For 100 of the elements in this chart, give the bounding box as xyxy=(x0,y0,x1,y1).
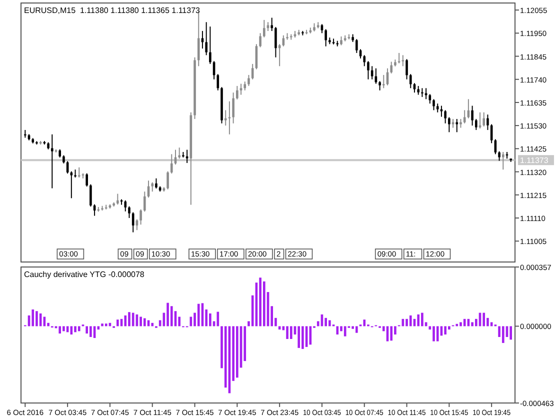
bar xyxy=(336,326,339,335)
bar xyxy=(363,320,366,326)
candlestick xyxy=(502,151,504,170)
bar xyxy=(356,326,358,333)
bar xyxy=(482,312,486,326)
candlestick xyxy=(151,182,154,192)
candlestick xyxy=(486,114,489,130)
candlestick xyxy=(209,26,212,64)
bar xyxy=(328,320,331,326)
bar xyxy=(456,324,458,326)
bar xyxy=(140,316,142,326)
bar xyxy=(436,326,439,342)
bar xyxy=(421,312,424,326)
candlestick xyxy=(116,193,119,206)
candlestick xyxy=(232,92,234,124)
bar xyxy=(116,320,119,326)
candlestick xyxy=(409,74,412,89)
candlestick xyxy=(413,82,416,94)
candlestick xyxy=(155,178,158,190)
candlestick xyxy=(205,22,208,56)
bar xyxy=(290,326,292,339)
bar xyxy=(444,326,446,335)
bar xyxy=(58,326,62,334)
candlestick xyxy=(482,112,486,127)
candlestick xyxy=(324,28,327,47)
bar xyxy=(278,326,281,330)
bar xyxy=(460,322,462,326)
bar xyxy=(302,326,304,349)
bar xyxy=(259,278,262,326)
candlestick xyxy=(124,200,127,212)
candlestick xyxy=(240,83,242,96)
bar xyxy=(510,326,512,340)
candlestick xyxy=(166,170,169,190)
bar xyxy=(128,312,130,326)
bar xyxy=(298,326,300,348)
candlestick xyxy=(421,88,424,98)
chart-title: EURUSD,M15 1.11380 1.11380 1.11365 1.11373 xyxy=(24,6,201,15)
candlestick xyxy=(270,17,274,32)
candlestick xyxy=(70,170,73,199)
candlestick xyxy=(474,118,478,130)
bar xyxy=(90,326,92,337)
bar xyxy=(166,302,169,326)
candlestick xyxy=(378,80,381,91)
candlestick xyxy=(498,150,500,162)
candlestick xyxy=(262,19,266,38)
bar xyxy=(36,311,38,326)
bar xyxy=(32,309,34,326)
candlestick xyxy=(143,191,146,212)
bar xyxy=(104,324,108,326)
candlestick xyxy=(367,60,370,80)
bar xyxy=(409,315,412,326)
candlestick xyxy=(274,26,277,58)
candlestick xyxy=(363,54,366,67)
candlestick xyxy=(402,54,404,67)
bar xyxy=(151,322,154,326)
candlestick xyxy=(448,116,450,133)
candlestick xyxy=(463,110,466,124)
bar xyxy=(101,324,104,326)
bar xyxy=(209,313,212,326)
candlestick xyxy=(178,147,180,160)
candlestick xyxy=(128,206,130,218)
bar xyxy=(236,326,238,378)
candlestick xyxy=(471,105,474,126)
bar xyxy=(352,326,354,329)
bar xyxy=(324,318,327,326)
candlestick xyxy=(140,208,142,226)
bar xyxy=(262,281,266,326)
bar xyxy=(86,326,88,334)
candlestick xyxy=(390,61,393,74)
bar xyxy=(390,326,393,341)
candlestick xyxy=(406,58,408,80)
candlestick xyxy=(428,94,432,104)
candlestick xyxy=(78,166,80,178)
candlestick xyxy=(50,134,54,189)
candlestick xyxy=(90,184,92,208)
bar xyxy=(406,318,408,326)
candlestick xyxy=(259,32,262,48)
candlestick xyxy=(216,74,220,91)
bar xyxy=(62,326,65,332)
bar xyxy=(143,318,146,326)
candlestick xyxy=(432,98,435,111)
bar xyxy=(78,326,80,332)
bar xyxy=(286,326,288,339)
bar xyxy=(74,326,76,332)
candlestick xyxy=(382,74,385,89)
bar xyxy=(309,326,312,345)
candlestick xyxy=(356,38,358,54)
bar xyxy=(216,312,220,326)
chart-title: Cauchy derivative YTG -0.000078 xyxy=(24,270,145,279)
bar xyxy=(432,326,435,342)
candlestick xyxy=(236,85,238,100)
bar xyxy=(502,326,504,343)
candlestick xyxy=(228,100,231,135)
bar xyxy=(471,322,474,326)
bar xyxy=(197,304,200,326)
bar xyxy=(124,315,127,326)
candlestick xyxy=(320,24,324,34)
bar xyxy=(170,306,173,326)
bar xyxy=(417,314,420,326)
candlestick xyxy=(170,154,173,174)
